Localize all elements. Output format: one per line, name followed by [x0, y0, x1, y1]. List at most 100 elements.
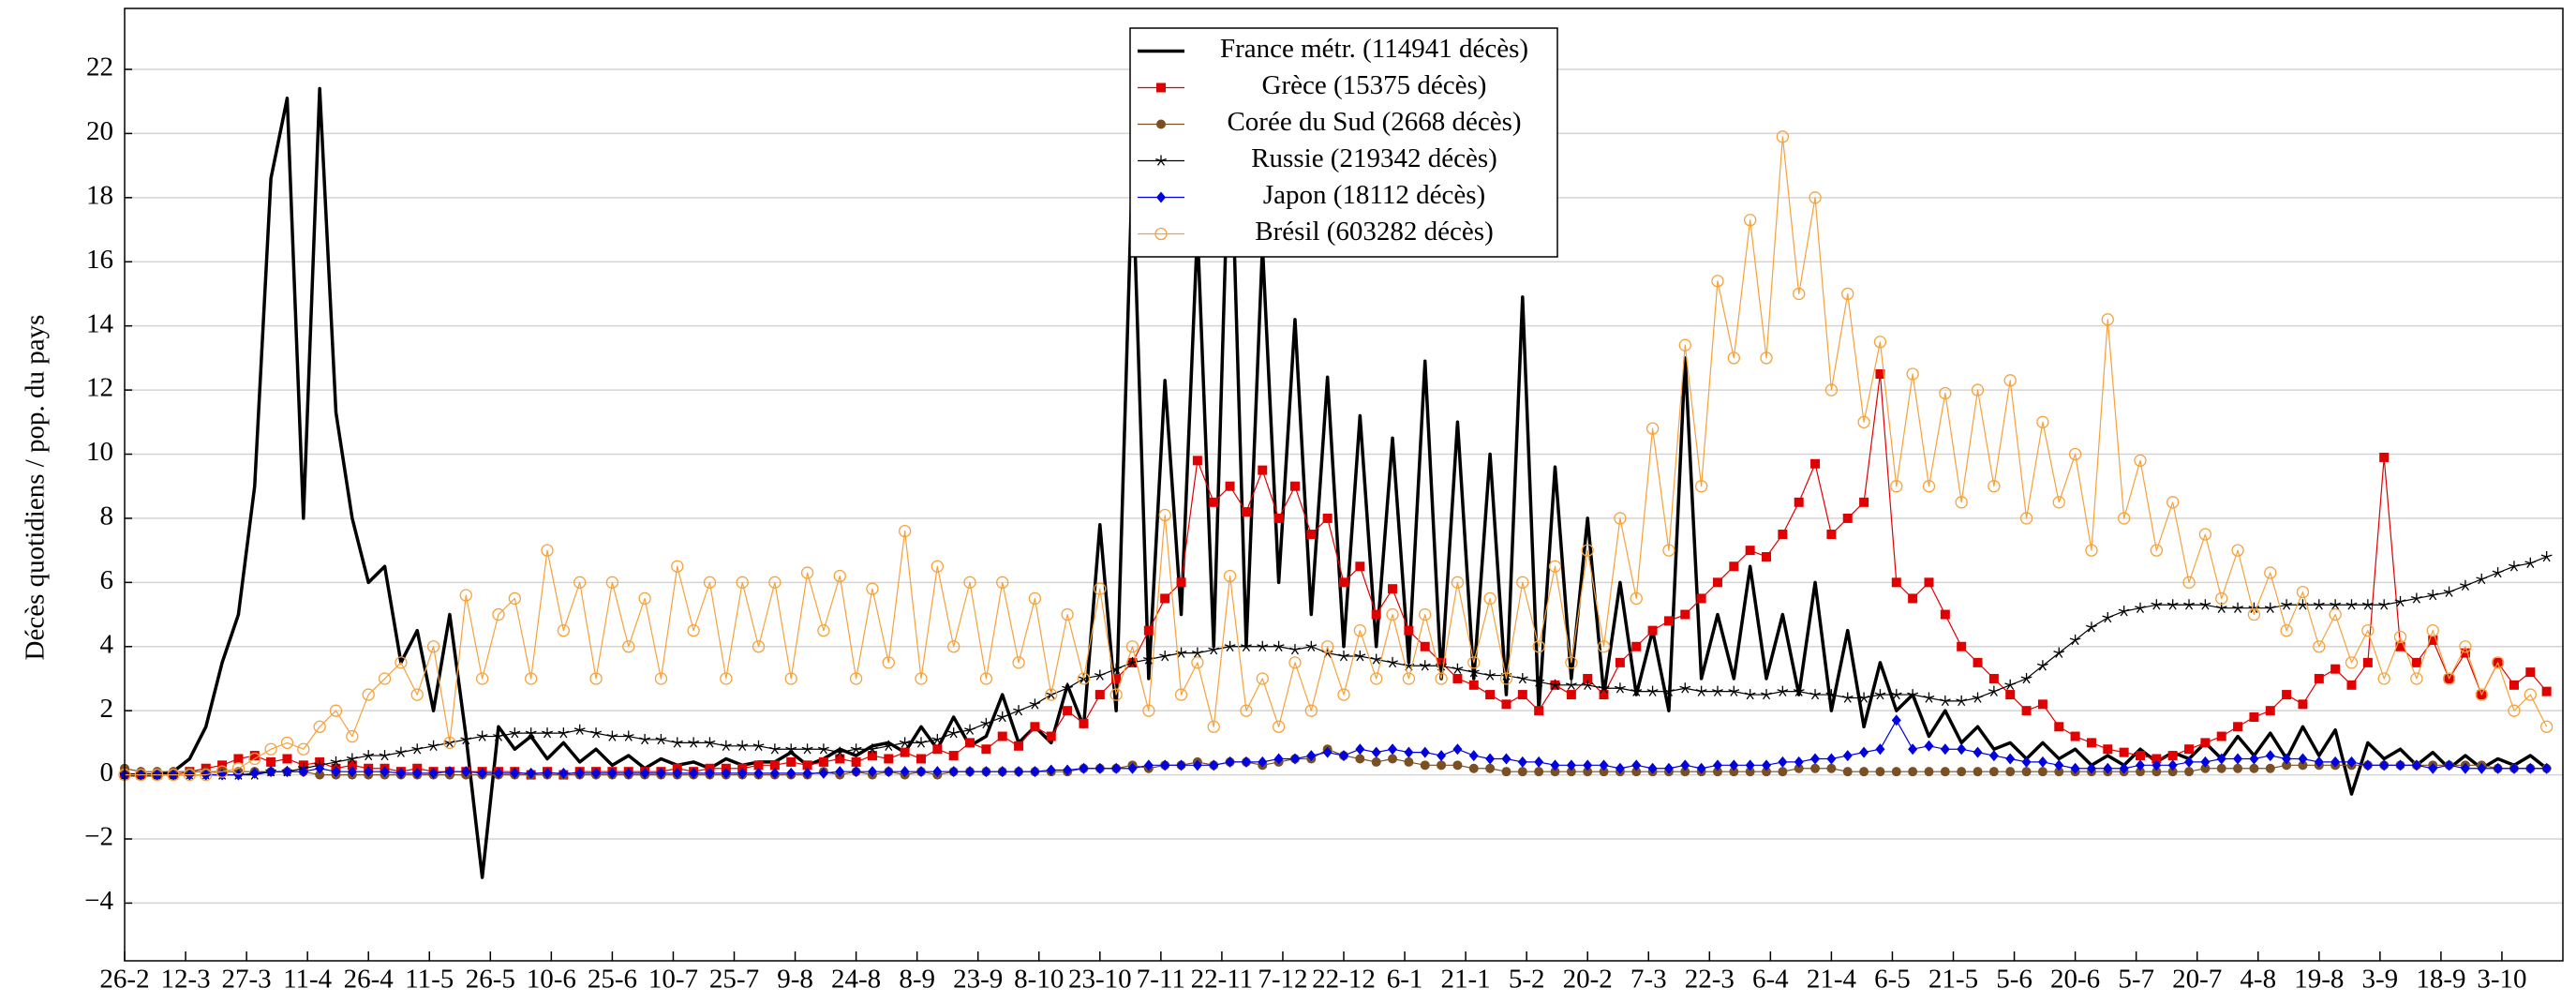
marker: [1778, 756, 1788, 768]
marker: [1154, 227, 1168, 241]
marker: [1825, 689, 1838, 700]
marker: [1159, 651, 1171, 662]
x-tick-label: 25-7: [709, 965, 759, 995]
marker: [2393, 630, 2407, 644]
marker: [1923, 692, 1935, 703]
marker: [2509, 680, 2519, 690]
marker: [1957, 641, 1967, 651]
marker: [1971, 383, 1985, 397]
marker: [1890, 689, 1902, 700]
marker: [1156, 82, 1166, 93]
marker: [1370, 672, 1383, 685]
marker: [1241, 756, 1251, 768]
marker: [1209, 759, 1219, 771]
marker: [2442, 672, 2456, 685]
marker: [867, 743, 878, 755]
marker: [1077, 672, 1091, 685]
marker: [671, 560, 684, 573]
marker: [1696, 762, 1706, 774]
marker: [2362, 657, 2373, 667]
marker: [1729, 759, 1739, 771]
marker: [1419, 607, 1432, 621]
marker: [1388, 743, 1398, 756]
marker: [461, 766, 471, 778]
marker: [1451, 576, 1465, 589]
marker: [1014, 766, 1024, 778]
marker: [1355, 754, 1365, 764]
x-tick-label: 24-8: [831, 965, 881, 995]
marker: [2525, 667, 2536, 678]
marker: [443, 736, 456, 750]
marker: [1387, 656, 1398, 668]
marker: [2509, 561, 2520, 572]
marker: [426, 640, 440, 653]
marker: [2298, 699, 2308, 710]
marker: [1160, 593, 1170, 604]
marker: [1483, 591, 1496, 606]
marker: [1680, 609, 1690, 620]
marker: [752, 640, 766, 653]
marker: [264, 742, 277, 756]
marker: [2460, 648, 2470, 658]
marker: [1548, 560, 1562, 573]
marker: [1907, 689, 1919, 700]
marker: [1680, 767, 1690, 777]
x-tick-label: 11-4: [283, 965, 333, 995]
marker: [2037, 767, 2047, 777]
marker: [1404, 625, 1414, 636]
y-tick-label: 20: [86, 116, 113, 146]
marker: [2233, 753, 2243, 765]
marker: [817, 743, 829, 755]
marker: [1890, 480, 1903, 493]
marker: [1908, 743, 1918, 756]
marker: [1437, 760, 1447, 771]
marker: [2313, 640, 2326, 653]
marker: [364, 766, 374, 778]
marker: [1532, 640, 1545, 653]
marker: [1420, 641, 1430, 651]
marker: [2200, 738, 2211, 748]
marker: [1762, 767, 1772, 777]
marker: [802, 760, 812, 771]
plot-frame: [124, 7, 2564, 962]
marker: [1566, 759, 1576, 771]
marker: [1175, 647, 1187, 658]
x-tick-label: 5-7: [2118, 965, 2154, 995]
marker: [1663, 616, 1674, 626]
marker: [1094, 762, 1105, 774]
marker: [1924, 740, 1934, 752]
marker: [2395, 759, 2405, 771]
marker: [849, 672, 863, 685]
x-tick-label: 22-11: [1191, 965, 1254, 995]
x-tick-label: 20-7: [2172, 965, 2222, 995]
marker: [2167, 496, 2180, 509]
marker: [1550, 759, 1560, 771]
marker: [1712, 759, 1722, 771]
marker: [509, 727, 521, 739]
marker: [2282, 690, 2292, 700]
marker: [297, 742, 310, 756]
marker: [412, 767, 423, 779]
marker: [2231, 544, 2244, 557]
marker: [1647, 762, 1658, 774]
marker: [867, 766, 877, 778]
marker: [607, 767, 618, 779]
marker: [1452, 743, 1463, 756]
marker: [2152, 767, 2162, 777]
marker: [2443, 586, 2455, 597]
marker: [2346, 680, 2357, 690]
marker: [1176, 577, 1186, 588]
marker: [720, 672, 733, 685]
x-tick-label: 8-10: [1014, 965, 1064, 995]
marker: [752, 740, 765, 752]
x-tick-label: 21-4: [1807, 965, 1857, 995]
x-tick-label: 23-9: [953, 965, 1003, 995]
marker: [2540, 550, 2553, 562]
marker: [395, 656, 408, 669]
marker: [1940, 609, 1950, 620]
marker: [1388, 584, 1398, 594]
marker: [1354, 651, 1366, 662]
marker: [784, 672, 797, 685]
marker: [2345, 656, 2359, 669]
marker: [900, 747, 910, 757]
